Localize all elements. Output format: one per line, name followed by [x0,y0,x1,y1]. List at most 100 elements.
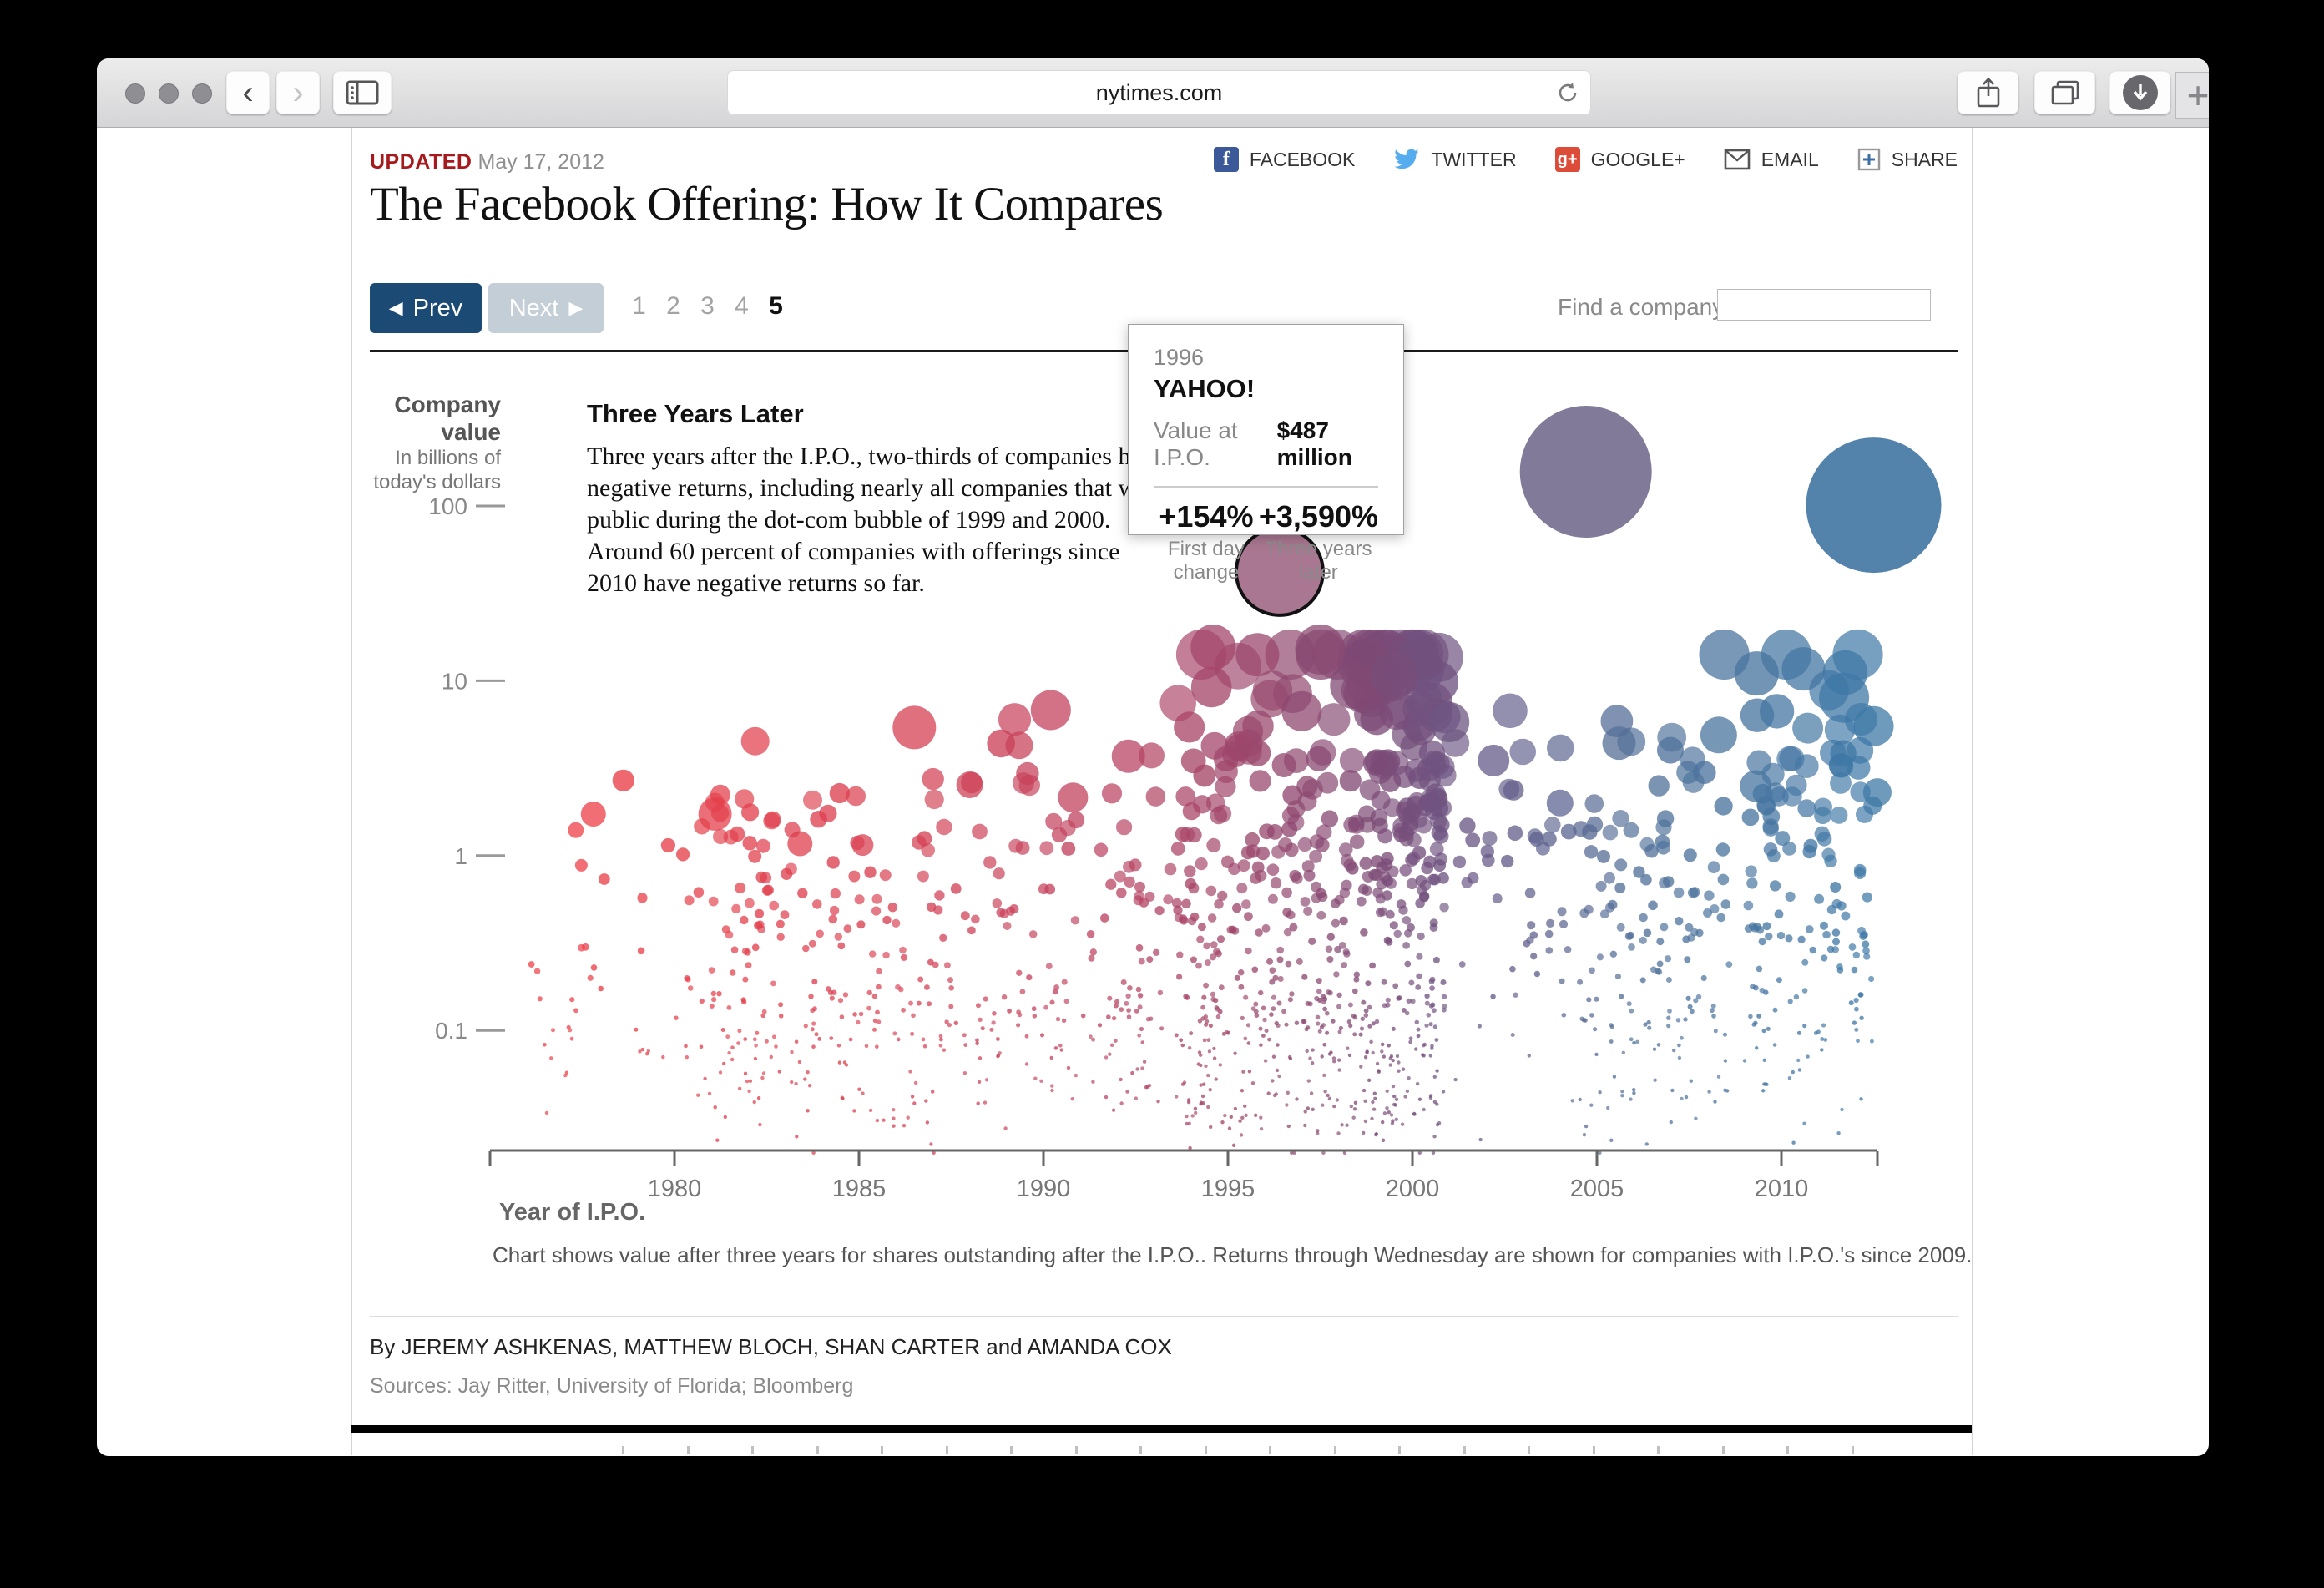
bubble[interactable] [758,1122,762,1127]
bubble[interactable] [872,893,882,904]
bubble[interactable] [1392,1094,1397,1099]
bubble[interactable] [1385,1089,1389,1093]
bubble[interactable] [1693,998,1699,1004]
bubble[interactable] [1434,1038,1439,1042]
bubble-large[interactable] [1429,701,1470,742]
bubble[interactable] [699,998,705,1004]
bubble[interactable] [598,873,610,885]
bubble[interactable] [1560,823,1577,840]
bubble[interactable] [1188,1145,1192,1151]
bubble[interactable] [989,1027,994,1032]
bubble[interactable] [1213,998,1219,1004]
bubble[interactable] [1310,1061,1315,1065]
bubble[interactable] [747,1089,751,1094]
bubble[interactable] [1226,1030,1230,1035]
bubble[interactable] [1281,887,1292,898]
bubble[interactable] [1139,1026,1144,1032]
bubble[interactable] [879,869,892,882]
bubble[interactable] [1296,958,1303,965]
bubble[interactable] [1429,976,1436,983]
bubble-large[interactable] [1370,651,1417,699]
bubble[interactable] [1119,1077,1123,1082]
bubble[interactable] [1241,1070,1245,1074]
bubble[interactable] [1264,1029,1269,1034]
bubble[interactable] [1346,1046,1350,1050]
bubble[interactable] [1326,956,1334,963]
bubble[interactable] [1316,771,1339,794]
bubble[interactable] [660,837,675,853]
bubble[interactable] [806,1109,810,1113]
bubble[interactable] [1049,1055,1053,1060]
bubble[interactable] [748,849,762,863]
bubble[interactable] [1302,1019,1307,1024]
bubble[interactable] [1207,1049,1212,1054]
bubble[interactable] [587,974,594,981]
bubble[interactable] [1243,994,1249,1000]
bubble[interactable] [1137,1033,1142,1038]
bubble[interactable] [1836,1131,1841,1135]
bubble[interactable] [1830,882,1842,893]
close-window-button[interactable] [125,83,145,104]
bubble[interactable] [1394,1117,1399,1121]
bubble[interactable] [1629,1037,1634,1042]
bubble[interactable] [1250,680,1289,718]
bubble[interactable] [998,703,1032,736]
bubble[interactable] [741,948,750,955]
bubble[interactable] [876,1019,882,1024]
bubble[interactable] [1710,1003,1716,1009]
bubble[interactable] [1070,1097,1074,1101]
bubble[interactable] [1614,973,1621,980]
bubble[interactable] [725,1034,730,1039]
bubble[interactable] [1689,1079,1694,1083]
bubble[interactable] [755,908,765,918]
bubble[interactable] [1181,898,1191,909]
next-button[interactable]: Next ▶ [488,283,604,333]
bubble[interactable] [1135,943,1144,952]
bubble[interactable] [1016,1009,1021,1015]
bubble[interactable] [1725,961,1733,968]
bubble[interactable] [936,818,952,836]
bubble[interactable] [1766,849,1781,863]
bubble[interactable] [1240,1089,1245,1093]
bubble[interactable] [1720,899,1731,909]
bubble[interactable] [924,789,944,810]
bubble[interactable] [1421,1043,1426,1048]
bubble[interactable] [1303,906,1313,916]
bubble[interactable] [1134,1009,1139,1014]
bubble[interactable] [1261,923,1271,933]
bubble[interactable] [1321,810,1339,827]
bubble[interactable] [1349,834,1365,850]
bubble[interactable] [1238,969,1245,976]
bubble[interactable] [1323,1090,1327,1094]
bubble[interactable] [1261,1034,1266,1038]
bubble[interactable] [1376,861,1389,874]
bubble-large[interactable] [851,834,874,857]
bubble[interactable] [1797,799,1816,818]
bubble[interactable] [735,883,746,893]
bubble[interactable] [950,883,962,894]
bubble[interactable] [1433,859,1447,872]
bubble[interactable] [1336,1131,1341,1135]
bubble[interactable] [976,1003,981,1009]
bubble-large[interactable] [1190,625,1236,670]
bubble[interactable] [1862,892,1872,903]
bubble[interactable] [1785,934,1793,943]
bubble[interactable] [1831,946,1839,953]
bubble[interactable] [1352,1107,1357,1111]
bubble[interactable] [1482,831,1498,847]
bubble[interactable] [975,1038,979,1043]
bubble[interactable] [1126,1014,1132,1019]
bubble[interactable] [1145,786,1166,807]
bubble[interactable] [803,1024,808,1029]
bubble[interactable] [1507,825,1523,842]
bubble[interactable] [723,1115,727,1120]
bubble[interactable] [1246,1041,1251,1045]
bubble[interactable] [996,908,1006,918]
bubble[interactable] [1831,928,1841,937]
bubble[interactable] [1159,685,1196,721]
bubble[interactable] [816,929,824,938]
bubble[interactable] [1134,1096,1138,1100]
bubble[interactable] [1338,942,1346,949]
bubble[interactable] [1412,1112,1417,1116]
bubble[interactable] [1559,919,1569,928]
